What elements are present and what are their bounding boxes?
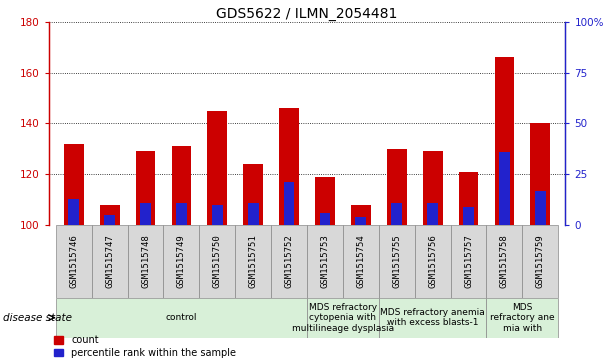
Bar: [494, 57, 514, 225]
Bar: [351, 205, 371, 225]
Bar: [128, 225, 164, 298]
Legend: count, percentile rank within the sample: count, percentile rank within the sample: [54, 335, 236, 358]
Text: disease state: disease state: [3, 313, 72, 323]
Text: control: control: [165, 313, 197, 322]
Bar: [235, 225, 271, 298]
Bar: [171, 146, 192, 225]
Text: GSM1515756: GSM1515756: [428, 234, 437, 288]
Bar: [212, 205, 223, 225]
Bar: [535, 191, 546, 225]
Bar: [463, 207, 474, 225]
Bar: [343, 225, 379, 298]
Bar: [248, 203, 258, 225]
Bar: [387, 149, 407, 225]
Bar: [451, 225, 486, 298]
Bar: [307, 298, 379, 338]
Bar: [279, 108, 299, 225]
Bar: [92, 225, 128, 298]
Bar: [176, 203, 187, 225]
Bar: [379, 298, 486, 338]
Bar: [199, 225, 235, 298]
Bar: [458, 172, 478, 225]
Text: GSM1515746: GSM1515746: [69, 234, 78, 288]
Bar: [499, 152, 510, 225]
Text: GSM1515755: GSM1515755: [392, 234, 401, 288]
Text: GSM1515754: GSM1515754: [356, 234, 365, 288]
Bar: [140, 203, 151, 225]
Bar: [284, 182, 294, 225]
Bar: [68, 199, 79, 225]
Bar: [56, 225, 92, 298]
Bar: [164, 225, 199, 298]
Bar: [307, 225, 343, 298]
Bar: [522, 225, 558, 298]
Bar: [320, 213, 330, 225]
Bar: [379, 225, 415, 298]
Title: GDS5622 / ILMN_2054481: GDS5622 / ILMN_2054481: [216, 7, 398, 21]
Text: GSM1515749: GSM1515749: [177, 234, 186, 288]
Text: MDS refractory anemia
with excess blasts-1: MDS refractory anemia with excess blasts…: [380, 308, 485, 327]
Bar: [243, 164, 263, 225]
Bar: [207, 111, 227, 225]
Text: GSM1515758: GSM1515758: [500, 234, 509, 288]
Bar: [423, 151, 443, 225]
Bar: [415, 225, 451, 298]
Text: GSM1515757: GSM1515757: [464, 234, 473, 288]
Bar: [392, 203, 402, 225]
Text: MDS refractory
cytopenia with
multilineage dysplasia: MDS refractory cytopenia with multilinea…: [292, 303, 394, 333]
Bar: [315, 177, 335, 225]
Text: GSM1515752: GSM1515752: [285, 234, 294, 288]
Text: GSM1515751: GSM1515751: [249, 234, 258, 288]
Bar: [64, 144, 84, 225]
Text: GSM1515759: GSM1515759: [536, 234, 545, 288]
Text: GSM1515750: GSM1515750: [213, 234, 222, 288]
Bar: [356, 217, 366, 225]
Text: GSM1515747: GSM1515747: [105, 234, 114, 288]
Bar: [100, 205, 120, 225]
Bar: [486, 225, 522, 298]
Bar: [104, 215, 115, 225]
Bar: [271, 225, 307, 298]
Bar: [136, 151, 156, 225]
Text: GSM1515753: GSM1515753: [320, 234, 330, 288]
Text: GSM1515748: GSM1515748: [141, 234, 150, 288]
Bar: [427, 203, 438, 225]
Bar: [530, 123, 550, 225]
Bar: [56, 298, 307, 338]
Bar: [486, 298, 558, 338]
Text: MDS
refractory ane
mia with: MDS refractory ane mia with: [490, 303, 554, 333]
